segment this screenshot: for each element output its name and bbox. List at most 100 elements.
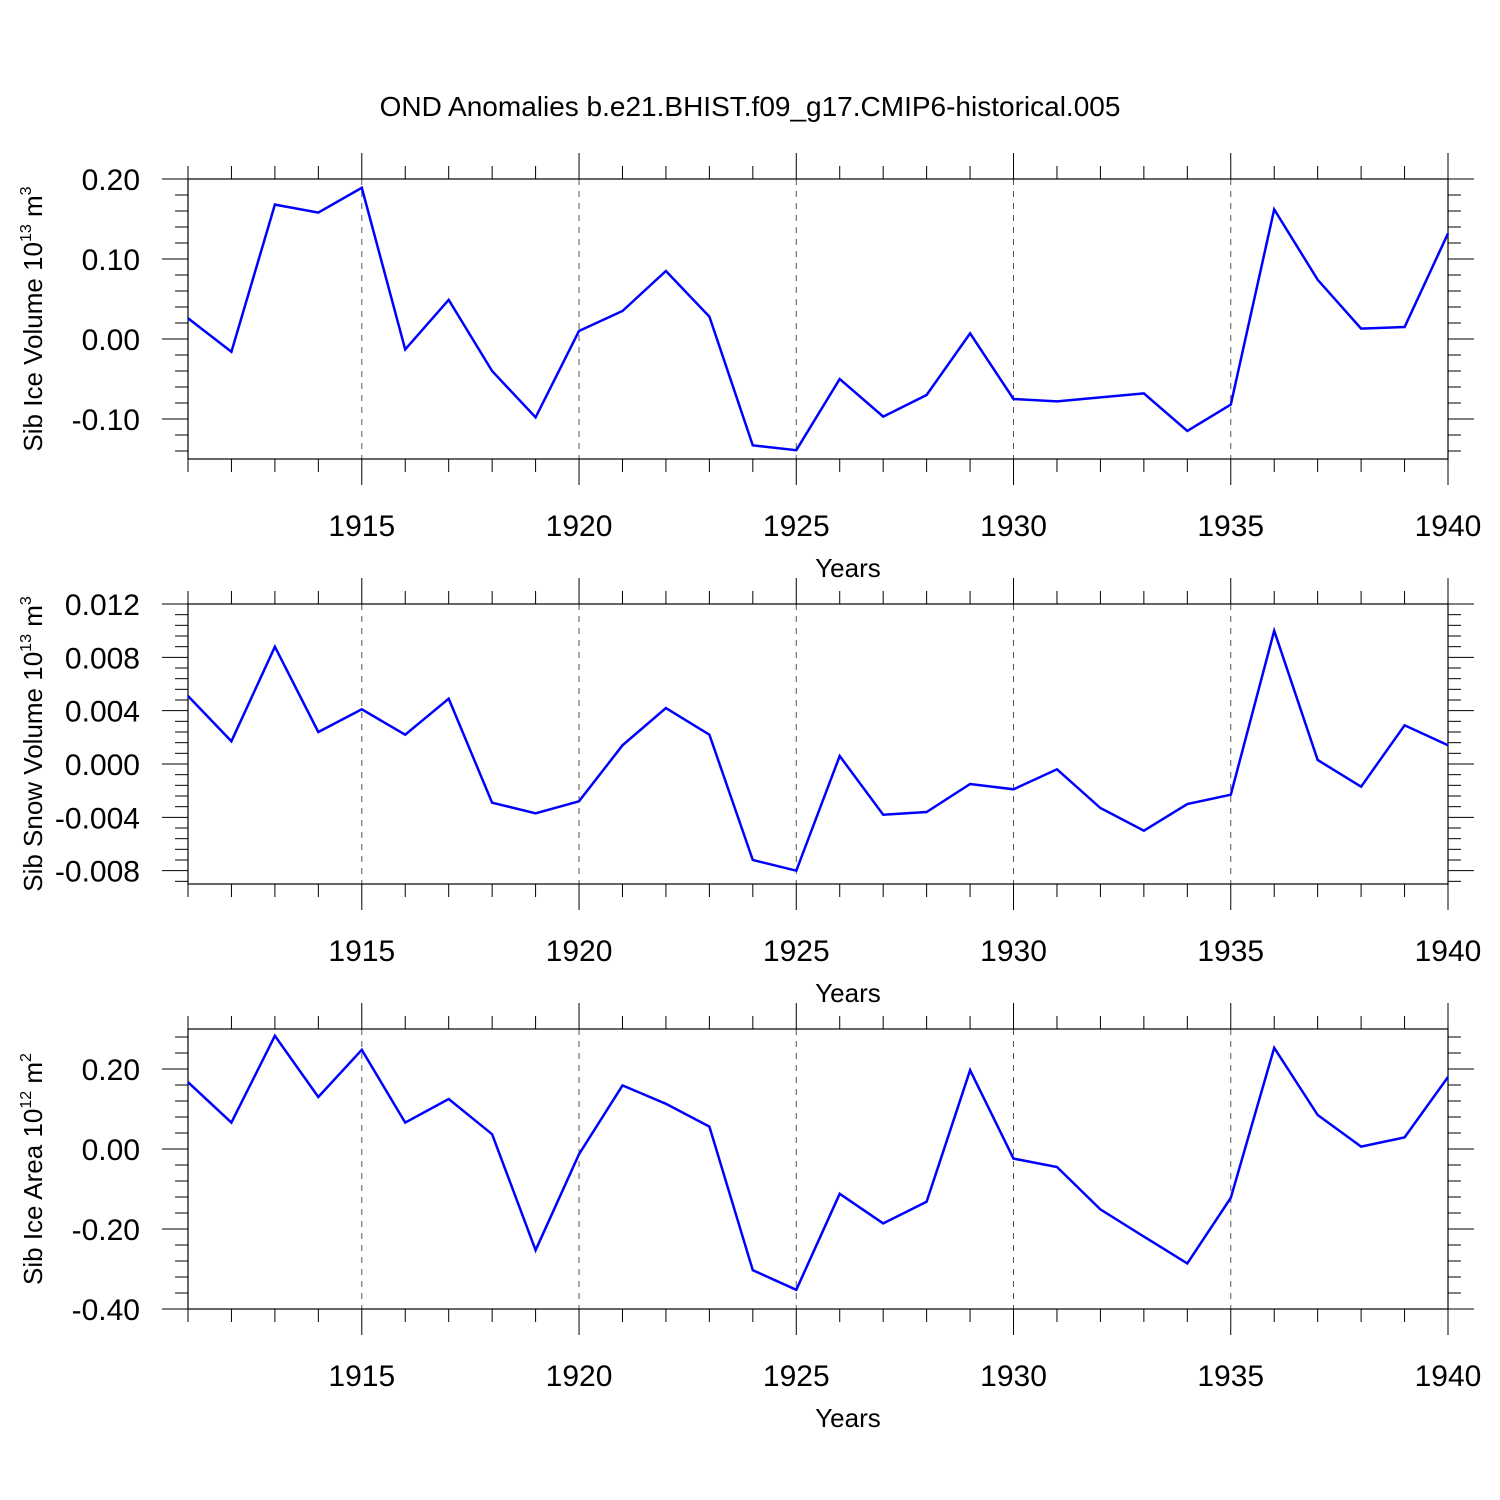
data-point bbox=[1316, 1113, 1320, 1117]
x-tick-label: 1915 bbox=[328, 935, 395, 968]
data-point bbox=[316, 211, 320, 215]
data-point bbox=[925, 393, 929, 397]
y-tick-label: 0.10 bbox=[82, 244, 140, 277]
data-point bbox=[1359, 1145, 1363, 1149]
x-tick-label: 1925 bbox=[763, 1360, 830, 1393]
series-line bbox=[187, 626, 1449, 873]
data-point bbox=[273, 645, 277, 649]
data-point bbox=[751, 443, 755, 447]
data-point bbox=[968, 331, 972, 335]
data-point bbox=[1012, 787, 1016, 791]
data-point bbox=[229, 1121, 233, 1125]
data-point bbox=[664, 269, 668, 273]
data-point bbox=[838, 377, 842, 381]
data-point bbox=[707, 1125, 711, 1129]
data-point bbox=[1185, 1261, 1189, 1265]
data-point bbox=[186, 1080, 190, 1084]
panel-3: 1915 1920 1925 1930 1935 1940 -0.40 -0.20 0.00 0.… bbox=[18, 1003, 1481, 1433]
y-axis-label-exponent: 13 bbox=[18, 634, 35, 652]
y-axis-label: Sib Ice Volume 1013 m3 bbox=[18, 186, 48, 451]
data-point bbox=[534, 415, 538, 419]
x-tick-label: 1935 bbox=[1197, 935, 1264, 968]
data-point bbox=[794, 1288, 798, 1292]
data-point bbox=[1055, 399, 1059, 403]
data-point bbox=[1012, 397, 1016, 401]
x-axis-label: Years bbox=[815, 553, 881, 583]
x-tick-label: 1915 bbox=[328, 510, 395, 543]
panel-1: 1915 1920 1925 1930 1935 1940 -0.10 0.00 0.10 0.2… bbox=[18, 153, 1481, 583]
data-point bbox=[490, 801, 494, 805]
y-tick-label: 0.012 bbox=[65, 589, 140, 622]
data-point bbox=[447, 298, 451, 302]
data-point bbox=[1272, 1046, 1276, 1050]
data-point bbox=[664, 1102, 668, 1106]
data-point bbox=[1359, 327, 1363, 331]
y-axis-label-unit: m bbox=[18, 195, 48, 224]
data-point bbox=[360, 186, 364, 190]
data-point bbox=[1316, 278, 1320, 282]
data-point bbox=[1403, 325, 1407, 329]
x-tick-label: 1925 bbox=[763, 935, 830, 968]
y-tick-label: 0.008 bbox=[65, 642, 140, 675]
y-axis-label-main: Sib Snow Volume 10 bbox=[18, 652, 48, 892]
y-tick-label: -0.004 bbox=[55, 802, 140, 835]
data-point bbox=[707, 315, 711, 319]
data-point bbox=[838, 754, 842, 758]
data-point bbox=[360, 1048, 364, 1052]
data-point bbox=[534, 811, 538, 815]
y-axis-label-unit-exponent: 2 bbox=[18, 1053, 35, 1062]
y-tick-label: 0.004 bbox=[65, 696, 140, 729]
data-point bbox=[751, 858, 755, 862]
data-point bbox=[1272, 629, 1276, 633]
data-point bbox=[403, 1121, 407, 1125]
data-point bbox=[229, 350, 233, 354]
data-point bbox=[968, 1068, 972, 1072]
data-point bbox=[1272, 207, 1276, 211]
data-point bbox=[751, 1268, 755, 1272]
plot-frame bbox=[187, 1028, 1449, 1310]
data-point bbox=[1403, 723, 1407, 727]
data-point bbox=[1012, 1157, 1016, 1161]
y-tick-label: -0.10 bbox=[72, 404, 140, 437]
y-axis-label-main: Sib Ice Area 10 bbox=[18, 1109, 48, 1285]
y-tick-label: 0.000 bbox=[65, 749, 140, 782]
data-point bbox=[273, 203, 277, 207]
data-point bbox=[1142, 829, 1146, 833]
panel-2: 1915 1920 1925 1930 1935 1940 -0.008 -0.004 0.00… bbox=[18, 578, 1481, 1008]
x-tick-label: 1920 bbox=[546, 510, 613, 543]
data-point bbox=[838, 1192, 842, 1196]
x-axis-label: Years bbox=[815, 978, 881, 1008]
y-axis-label: Sib Ice Area 1012 m2 bbox=[18, 1053, 48, 1285]
x-tick-label: 1935 bbox=[1197, 1360, 1264, 1393]
x-tick-label: 1940 bbox=[1415, 935, 1482, 968]
data-point bbox=[534, 1248, 538, 1252]
data-point bbox=[881, 1221, 885, 1225]
data-point bbox=[403, 733, 407, 737]
y-axis-label-exponent: 13 bbox=[18, 224, 35, 242]
y-tick-label: 0.20 bbox=[82, 164, 140, 197]
data-point bbox=[360, 707, 364, 711]
data-point bbox=[316, 730, 320, 734]
data-point bbox=[1185, 802, 1189, 806]
x-tick-label: 1935 bbox=[1197, 510, 1264, 543]
y-axis-label-exponent: 12 bbox=[18, 1091, 35, 1109]
data-point bbox=[1142, 391, 1146, 395]
data-point bbox=[1359, 785, 1363, 789]
x-tick-label: 1930 bbox=[980, 510, 1047, 543]
data-point bbox=[229, 739, 233, 743]
series-line bbox=[187, 185, 1450, 452]
data-point bbox=[273, 1034, 277, 1038]
data-point bbox=[881, 813, 885, 817]
data-point bbox=[1142, 1235, 1146, 1239]
data-point bbox=[1403, 1135, 1407, 1139]
data-point bbox=[707, 733, 711, 737]
y-tick-label: 0.00 bbox=[82, 1134, 140, 1167]
y-tick-label: 0.20 bbox=[82, 1054, 140, 1087]
data-point bbox=[1446, 743, 1450, 747]
y-tick-label: -0.20 bbox=[72, 1214, 140, 1247]
x-tick-label: 1930 bbox=[980, 935, 1047, 968]
y-tick-label: -0.40 bbox=[72, 1294, 140, 1327]
data-point bbox=[1055, 767, 1059, 771]
x-tick-label: 1925 bbox=[763, 510, 830, 543]
